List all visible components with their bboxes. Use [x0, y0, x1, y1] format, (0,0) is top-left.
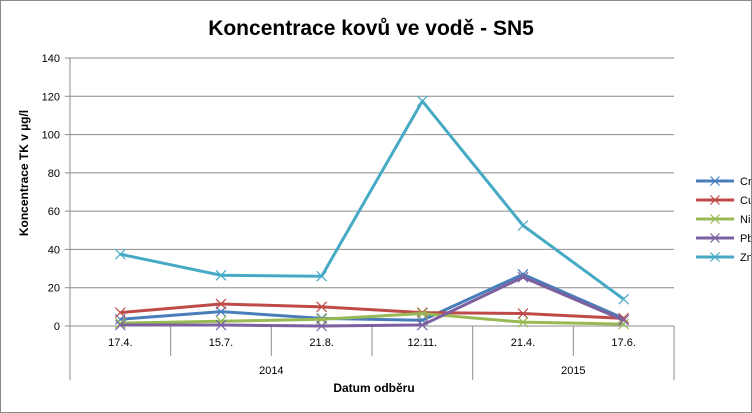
x-tick-label: 21.4.: [511, 337, 535, 349]
y-tick-label: 120: [42, 91, 60, 103]
legend: Cr Cu Ni Pb Zn: [696, 176, 751, 264]
x-tick-label: 21.8.: [309, 337, 333, 349]
y-tick-label: 40: [48, 244, 60, 256]
legend-marker-zn: [710, 252, 720, 262]
chart-title: Koncentrace kovů ve vodě - SN5: [208, 17, 534, 40]
x-tick-label: 17.6.: [611, 337, 635, 349]
y-tick-label: 0: [54, 321, 60, 333]
legend-label-zn: Zn: [740, 252, 751, 264]
y-tick-labels: 0 20 40 60 80 100 120 140: [42, 53, 60, 333]
data-point-zn: [114, 248, 126, 260]
x-tick-label: 17.4.: [108, 337, 132, 349]
y-tick-label: 60: [48, 206, 60, 218]
legend-marker-pb: [710, 233, 720, 243]
axes: [65, 57, 675, 380]
y-axis-title: Koncentrace TK v µg/l: [17, 110, 31, 236]
data-point-pb: [114, 319, 126, 331]
series-line-zn: [120, 99, 625, 301]
grid: [70, 57, 674, 289]
legend-label-cu: Cu: [740, 195, 751, 207]
y-tick-label: 20: [48, 283, 60, 295]
data-point-ni: [416, 308, 428, 319]
x-tick-labels: 17.4. 15.7. 21.8. 12.11. 21.4. 17.6. 2014 2015: [108, 337, 636, 377]
data-point-cu: [316, 301, 328, 313]
x-axis-title: Datum odběru: [333, 381, 414, 395]
series-line-cu: [120, 302, 624, 320]
data-point-zn: [316, 270, 328, 282]
data-point-zn: [416, 95, 428, 107]
y-tick-label: 140: [42, 53, 60, 65]
data-point-cu: [215, 298, 227, 310]
data-point-cr: [215, 306, 227, 318]
data-point-pb: [517, 271, 529, 283]
series-line-pb: [120, 275, 625, 328]
legend-marker-cr: [710, 176, 720, 186]
legend-marker-cu: [710, 195, 720, 205]
data-point-zn: [618, 293, 630, 305]
data-point-ni: [618, 318, 630, 330]
data-point-pb: [316, 320, 328, 332]
series-line-ni: [120, 312, 624, 326]
year-label: 2015: [561, 365, 585, 377]
legend-label-pb: Pb: [740, 233, 751, 245]
series-group: [114, 95, 630, 332]
x-tick-label: 15.7.: [209, 337, 233, 349]
data-point-cu: [618, 312, 630, 324]
x-tick-label: 12.11.: [407, 337, 437, 349]
series-line-cr: [120, 272, 625, 322]
legend-label-ni: Ni: [740, 214, 750, 226]
data-point-zn: [517, 220, 529, 231]
data-point-cu: [114, 307, 126, 319]
data-point-pb: [618, 314, 630, 326]
data-point-pb: [416, 319, 428, 331]
data-point-ni: [517, 316, 529, 328]
data-point-cu: [517, 308, 529, 319]
y-tick-label: 80: [48, 168, 60, 180]
data-point-pb: [215, 319, 227, 331]
legend-label-cr: Cr: [740, 176, 751, 188]
data-point-zn: [215, 269, 227, 281]
y-tick-label: 100: [42, 130, 60, 142]
legend-marker-ni: [710, 214, 720, 224]
year-label: 2014: [259, 365, 283, 377]
